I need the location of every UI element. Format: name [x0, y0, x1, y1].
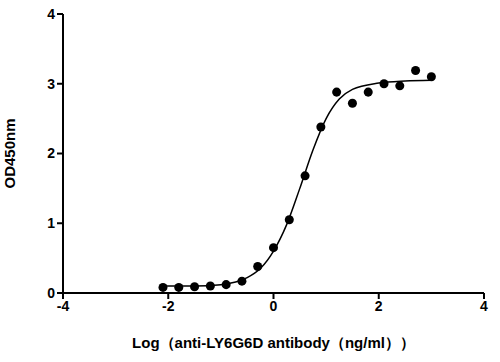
svg-text:-2: -2 — [162, 298, 175, 314]
svg-text:1: 1 — [47, 215, 55, 231]
svg-text:2: 2 — [375, 298, 383, 314]
svg-text:3: 3 — [47, 76, 55, 92]
svg-text:Log（anti-LY6G6D antibody（ng/ml: Log（anti-LY6G6D antibody（ng/ml）） — [132, 334, 415, 351]
svg-text:4: 4 — [480, 298, 488, 314]
svg-text:0: 0 — [270, 298, 278, 314]
svg-text:0: 0 — [47, 285, 55, 301]
svg-text:OD450nm: OD450nm — [8, 118, 18, 188]
svg-text:-4: -4 — [57, 298, 70, 314]
svg-text:4: 4 — [47, 6, 55, 22]
svg-text:2: 2 — [47, 145, 55, 161]
